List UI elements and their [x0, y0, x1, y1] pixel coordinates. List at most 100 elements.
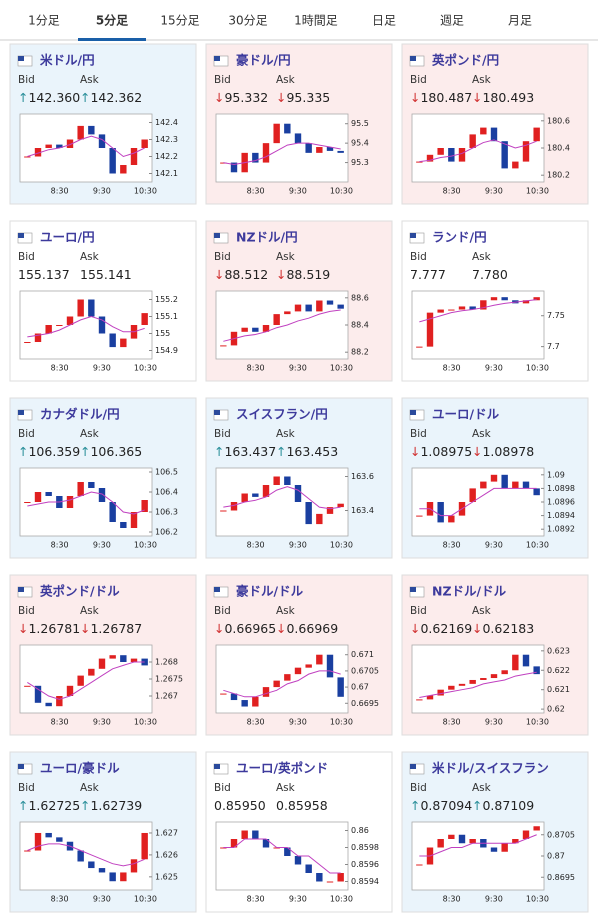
candle: [262, 485, 270, 497]
candle: [522, 141, 530, 162]
candle: [316, 654, 323, 665]
bid-label: Bid: [18, 782, 35, 794]
bid-price: 88.512: [224, 267, 268, 282]
ask-label: Ask: [472, 605, 492, 617]
candle: [24, 156, 31, 158]
candle: [98, 658, 106, 669]
y-tick-label: 0.87: [547, 852, 565, 861]
y-tick-label: 0.8594: [351, 877, 379, 886]
y-tick-label: 155.1: [155, 312, 178, 321]
tab[interactable]: 1分足: [28, 14, 60, 28]
tab[interactable]: 30分足: [228, 14, 267, 28]
rate-card[interactable]: ユーロ/円 Bid Ask 155.137 155.141 155.2 155.1 155 15…: [9, 220, 197, 382]
bid-label: Bid: [214, 251, 231, 263]
candle: [98, 316, 106, 334]
x-tick-label: 9:30: [485, 364, 503, 373]
candle: [77, 850, 84, 862]
candle: [337, 150, 344, 153]
candle: [141, 313, 148, 325]
ma-line: [27, 843, 145, 867]
candle: [120, 165, 127, 174]
ma-line: [419, 834, 537, 857]
candle: [34, 148, 42, 157]
x-tick-label: 10:30: [330, 541, 353, 550]
y-tick-label: 1.626: [155, 850, 178, 859]
candle: [262, 687, 270, 697]
bid-price: 1.62725: [28, 798, 80, 813]
tab[interactable]: 週足: [440, 14, 464, 28]
x-tick-label: 8:30: [443, 187, 461, 196]
flag-mark: [18, 587, 24, 592]
bid-direction: ↓: [214, 90, 224, 105]
bid-direction: ↓: [410, 90, 420, 105]
flag-mark: [18, 764, 24, 769]
x-tick-label: 8:30: [51, 718, 69, 727]
tab[interactable]: 15分足: [160, 14, 199, 28]
x-tick-label: 10:30: [134, 187, 157, 196]
y-tick-label: 106.5: [155, 468, 178, 477]
candle: [512, 481, 519, 489]
candle: [241, 327, 248, 332]
candle: [458, 834, 466, 844]
candle: [77, 125, 84, 140]
candle: [480, 678, 487, 680]
candle: [88, 482, 95, 488]
rate-card[interactable]: ランド/円 Bid Ask 7.777 7.780 7.75 7.7 8:30 9:30 10:3…: [401, 220, 589, 382]
ma-line: [419, 487, 537, 517]
x-tick-label: 10:30: [526, 541, 549, 550]
pair-name: カナダドル/円: [40, 407, 120, 422]
pair-name: 英ポンド/円: [432, 53, 499, 68]
candle: [533, 127, 540, 142]
candle: [120, 338, 127, 348]
candle: [88, 125, 95, 135]
candle: [501, 843, 508, 852]
candle: [45, 702, 52, 707]
candle: [469, 134, 476, 148]
chart-area: [411, 467, 545, 537]
candle: [522, 481, 530, 489]
candle: [77, 299, 84, 317]
ma-line: [27, 315, 145, 338]
rate-card[interactable]: ユーロ/英ポンド Bid Ask 0.85950 0.85958 0.86 0.8598 0.…: [205, 751, 393, 913]
candle: [284, 311, 291, 315]
tab[interactable]: 1時間足: [294, 14, 338, 28]
y-tick-label: 155.2: [155, 295, 178, 304]
candle: [469, 679, 476, 684]
pair-name: NZドル/ドル: [432, 584, 507, 599]
ask-value: ↑0.87109: [472, 798, 534, 813]
y-tick-label: 1.09: [547, 470, 565, 479]
candle: [252, 493, 259, 497]
ask-direction: ↓: [472, 90, 482, 105]
bid-label: Bid: [18, 605, 35, 617]
ask-value: ↓180.493: [472, 90, 534, 105]
candle: [220, 345, 227, 347]
x-tick-label: 10:30: [134, 364, 157, 373]
y-tick-label: 0.671: [351, 650, 374, 659]
bid-label: Bid: [214, 782, 231, 794]
candle: [326, 881, 334, 883]
tab[interactable]: 日足: [372, 14, 396, 28]
candle: [337, 873, 344, 882]
chart-area: [215, 467, 349, 537]
bid-value: 155.137: [18, 267, 70, 282]
tab[interactable]: 5分足: [96, 13, 128, 28]
x-tick-label: 9:30: [93, 187, 111, 196]
candle: [109, 655, 116, 659]
bid-price: 7.777: [410, 267, 446, 282]
ask-price: 106.365: [90, 444, 142, 459]
tab[interactable]: 月足: [508, 14, 532, 28]
candle: [273, 680, 280, 688]
x-tick-label: 9:30: [93, 718, 111, 727]
